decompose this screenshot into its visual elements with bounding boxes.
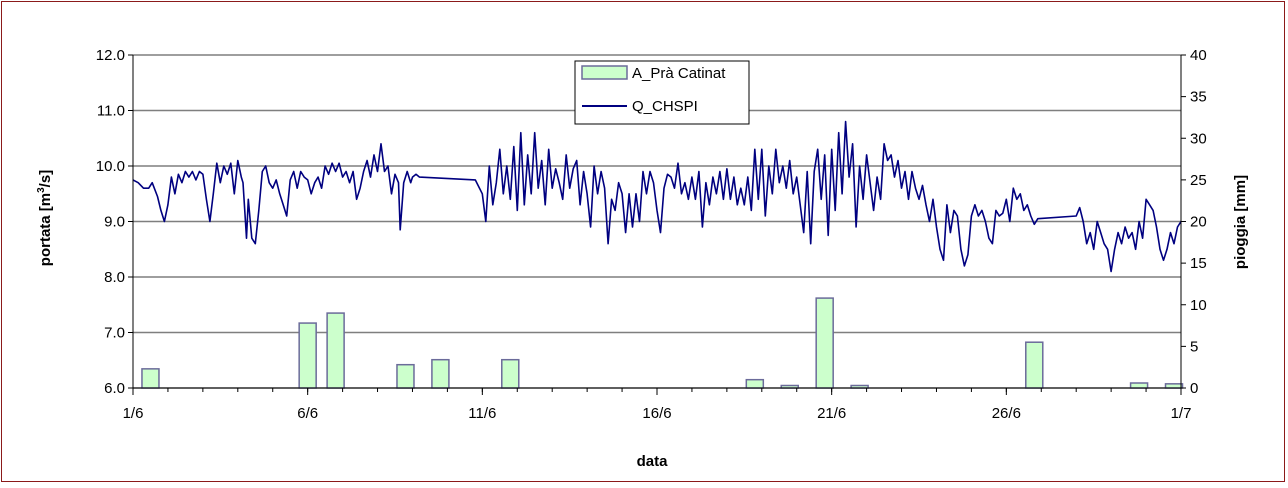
- x-tick-label-2: 11/6: [468, 405, 496, 422]
- y-right-tick-label-7: 35: [1190, 89, 1207, 106]
- bar-1: [298, 322, 317, 389]
- bar-8: [815, 297, 834, 389]
- y-left-tick-label-2: 8.0: [104, 269, 125, 286]
- series-line-q-chspi: [132, 120, 1182, 273]
- y-right-tick-label-6: 30: [1190, 130, 1207, 147]
- x-axis-title: data: [637, 453, 669, 470]
- y-left-tick-label-6: 12.0: [96, 47, 125, 64]
- bar-4: [431, 358, 450, 389]
- bar-2: [326, 312, 345, 389]
- y-right-tick-label-3: 15: [1190, 255, 1207, 272]
- bar-6: [745, 378, 765, 389]
- y-right-tick-label-5: 25: [1190, 172, 1207, 189]
- y-right-tick-label-8: 40: [1190, 47, 1207, 64]
- bars-layer: [141, 297, 1184, 389]
- y-right-tick-label-2: 10: [1190, 297, 1207, 314]
- y-axis-left-title-sup: 3: [36, 187, 47, 193]
- y-left-tick-label-5: 11.0: [97, 103, 125, 120]
- bar-3: [396, 363, 415, 389]
- legend-label-bar: A_Prà Catinat: [632, 65, 726, 82]
- y-left-tick-label-0: 6.0: [104, 380, 125, 397]
- x-tick-label-4: 21/6: [817, 405, 846, 422]
- y-axis-left-title-main: portata [m: [37, 193, 54, 266]
- legend-label-line: Q_CHSPI: [632, 98, 698, 115]
- y-axis-left-title-end: /s]: [37, 170, 54, 188]
- ticks-layer: 6.0 7.0 8.0 9.0 10.0 11.0 12.0 0 5 10 15 20 25 30 35 40…: [96, 47, 1207, 422]
- x-tick-label-3: 16/6: [642, 405, 671, 422]
- y-right-tick-label-4: 20: [1190, 214, 1207, 231]
- y-right-tick-label-0: 0: [1190, 380, 1198, 397]
- y-left-tick-label-3: 9.0: [104, 214, 125, 231]
- bar-0: [141, 368, 160, 389]
- y-left-tick-label-4: 10.0: [96, 158, 125, 175]
- x-tick-label-0: 1/6: [123, 405, 144, 422]
- x-tick-label-1: 6/6: [297, 405, 318, 422]
- legend-swatch-bar: [581, 65, 628, 80]
- bar-10: [1025, 341, 1044, 389]
- x-tick-label-6: 1/7: [1171, 405, 1192, 422]
- bar-11: [1129, 382, 1149, 389]
- bar-12: [1164, 383, 1184, 389]
- y-left-tick-label-1: 7.0: [104, 325, 125, 342]
- y-axis-left-title: portata [m3/s]: [36, 170, 54, 266]
- bar-5: [501, 358, 520, 389]
- legend: A_Prà Catinat Q_CHSPI: [574, 60, 750, 125]
- y-axis-right-title: pioggia [mm]: [1232, 175, 1249, 269]
- y-right-tick-label-1: 5: [1190, 338, 1198, 355]
- line-layer: [132, 120, 1182, 273]
- x-tick-label-5: 26/6: [992, 405, 1021, 422]
